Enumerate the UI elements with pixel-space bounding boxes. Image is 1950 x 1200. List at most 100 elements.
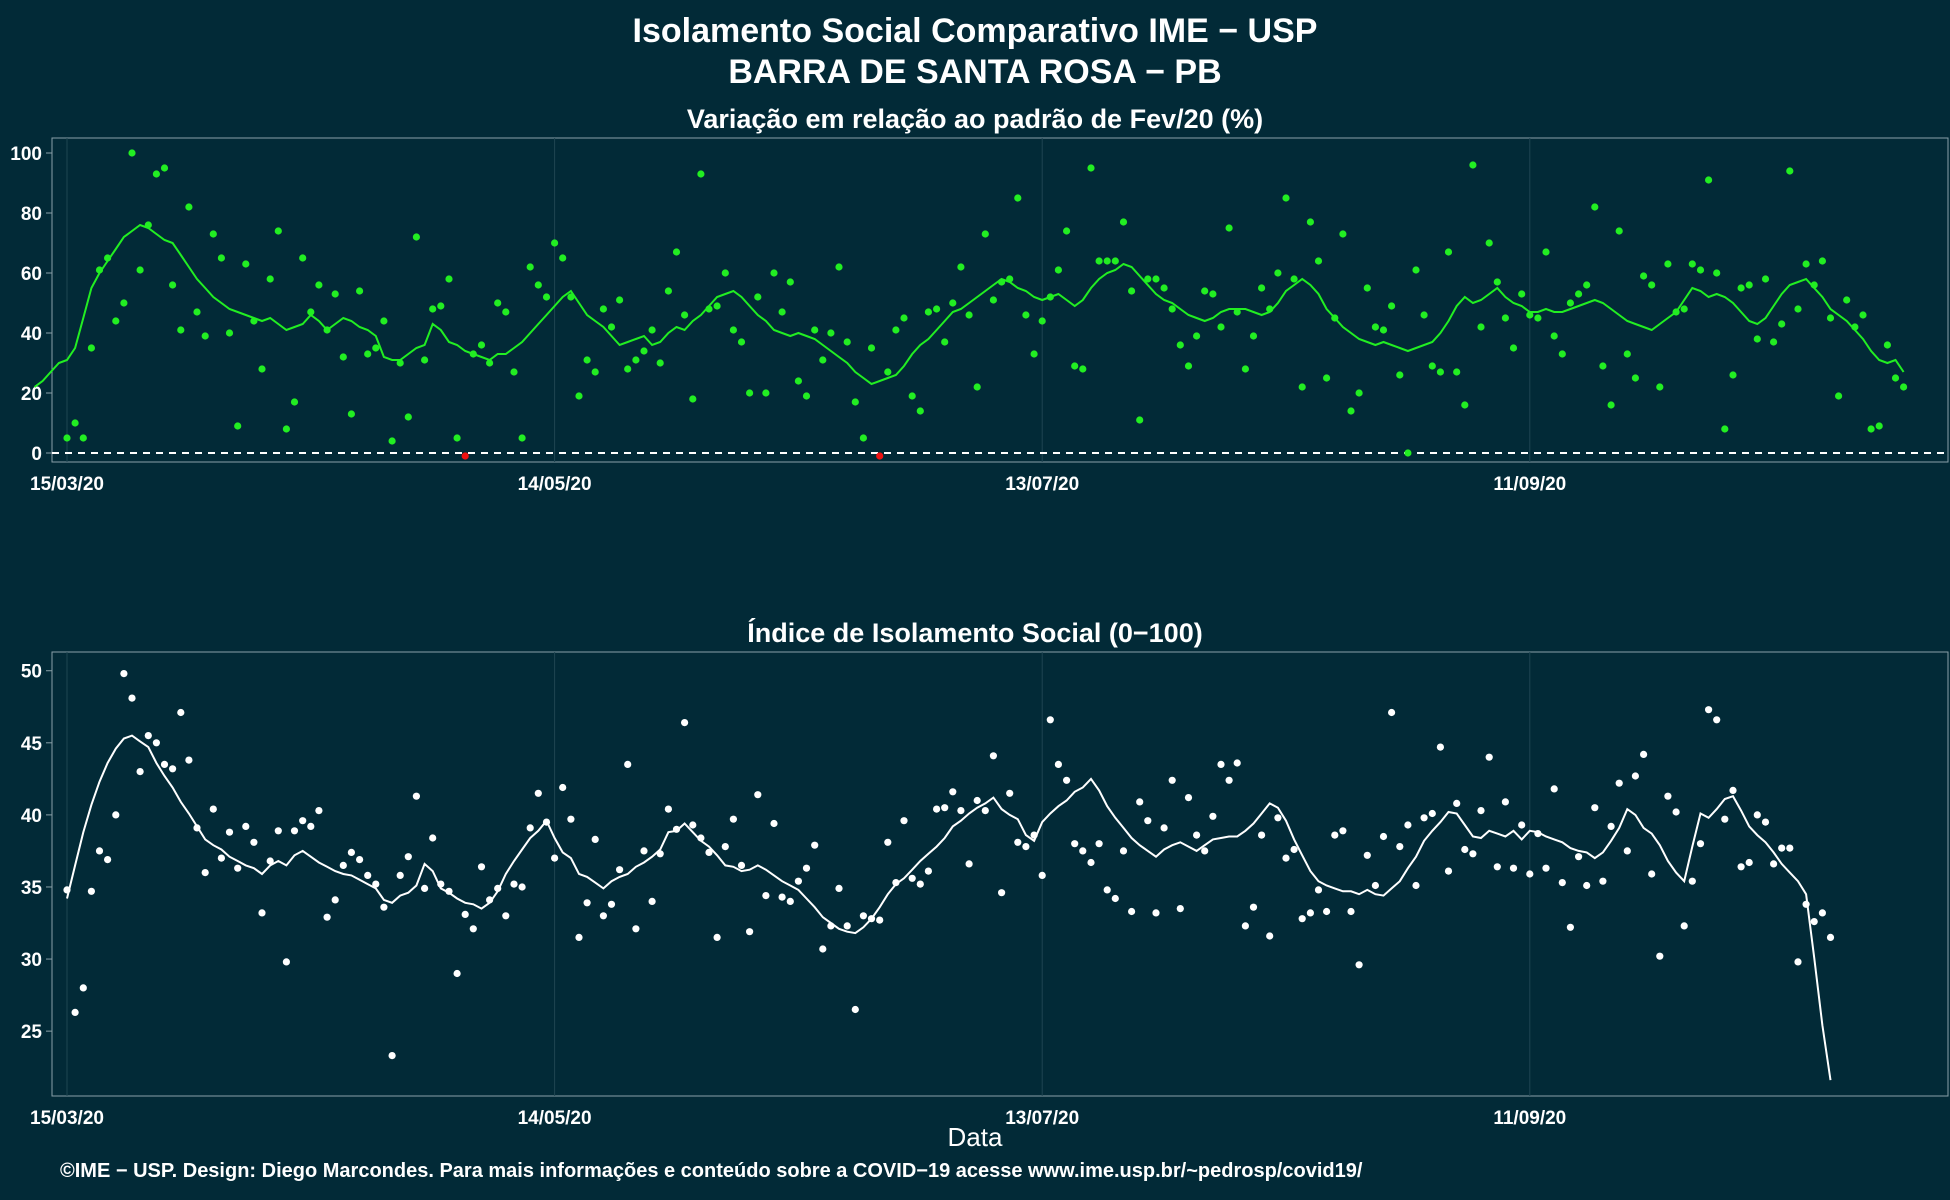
index-point <box>429 834 437 842</box>
index-point <box>1136 798 1144 806</box>
variation-point <box>1168 305 1176 313</box>
index-x-tick-label: 14/05/20 <box>518 1108 592 1129</box>
variation-point <box>989 296 998 304</box>
variation-point <box>843 338 851 346</box>
index-point <box>1501 798 1509 806</box>
index-x-tick-label: 11/09/20 <box>1493 1108 1566 1129</box>
variation-point <box>1851 323 1859 331</box>
variation-point <box>372 344 380 352</box>
variation-point <box>721 269 729 277</box>
variation-point <box>217 254 225 262</box>
variation-point <box>1144 275 1152 283</box>
variation-point <box>534 281 542 289</box>
variation-point <box>794 377 803 385</box>
variation-point <box>526 263 534 271</box>
index-point <box>794 877 803 885</box>
index-point <box>1201 847 1209 855</box>
index-point <box>1770 860 1778 868</box>
variation-point <box>973 383 981 391</box>
variation-point <box>1274 269 1282 277</box>
index-point <box>469 925 477 933</box>
index-point <box>258 909 266 917</box>
variation-point <box>607 323 616 331</box>
index-point <box>591 835 599 844</box>
variation-point <box>1770 338 1778 346</box>
variation-point <box>209 230 217 238</box>
index-point <box>1290 845 1298 854</box>
index-point <box>185 756 193 764</box>
variation-point <box>640 347 648 355</box>
index-point <box>437 880 445 888</box>
variation-point <box>1379 326 1388 334</box>
variation-point <box>290 398 299 406</box>
index-point <box>672 825 681 833</box>
variation-point <box>1420 311 1428 319</box>
variation-point <box>1014 194 1022 202</box>
variation-point <box>1428 362 1436 370</box>
index-point <box>681 719 689 727</box>
index-point <box>79 984 87 992</box>
variation-point <box>1794 305 1802 313</box>
variation-point <box>1501 314 1509 322</box>
variation-point <box>412 233 420 241</box>
variation-point <box>396 359 404 367</box>
index-point <box>445 887 453 895</box>
index-point <box>1152 909 1160 917</box>
variation-point <box>941 338 949 346</box>
index-point <box>315 807 323 815</box>
variation-point <box>1030 350 1038 358</box>
index-point <box>1363 851 1371 859</box>
index-point <box>1176 905 1184 913</box>
index-point <box>1656 952 1664 960</box>
index-point <box>1030 831 1038 839</box>
index-point <box>1347 907 1355 916</box>
panel-title-variation: Variação em relação ao padrão de Fev/20 … <box>686 104 1264 134</box>
index-point <box>1046 716 1054 724</box>
index-point <box>1453 799 1461 808</box>
index-point <box>1217 760 1225 769</box>
index-point <box>1014 838 1022 846</box>
variation-point <box>1591 203 1599 211</box>
index-point <box>1396 843 1404 851</box>
index-point <box>1063 776 1071 784</box>
variation-point <box>924 308 933 316</box>
variation-point <box>1152 275 1160 283</box>
variation-point <box>1745 281 1753 289</box>
variation-point <box>1705 176 1713 184</box>
variation-point <box>1778 320 1786 328</box>
variation-point <box>1818 257 1826 265</box>
variation-point <box>1875 422 1883 430</box>
variation-point <box>1761 275 1770 283</box>
index-point <box>1575 853 1583 861</box>
variation-point <box>1469 161 1477 169</box>
index-point <box>1119 847 1128 855</box>
index-point <box>1599 877 1607 885</box>
variation-point <box>1258 284 1266 292</box>
variation-point <box>1900 383 1908 391</box>
index-point <box>689 821 697 829</box>
index-point <box>356 856 364 864</box>
variation-point <box>1184 362 1193 370</box>
index-point <box>811 841 819 849</box>
index-point <box>250 838 258 846</box>
variation-point <box>1859 311 1867 319</box>
index-point <box>1168 776 1176 784</box>
index-point <box>1802 900 1810 908</box>
index-point <box>404 853 412 861</box>
variation-point <box>892 326 900 334</box>
variation-point <box>364 350 372 358</box>
index-point <box>1128 907 1136 916</box>
variation-point <box>1209 290 1217 298</box>
index-point <box>1493 863 1501 871</box>
variation-point <box>63 434 71 442</box>
index-point <box>908 874 916 882</box>
index-point <box>1485 753 1493 761</box>
variation-point <box>225 329 234 337</box>
index-point <box>144 732 152 740</box>
index-point <box>177 708 185 717</box>
variation-point <box>518 434 526 442</box>
index-point <box>1534 830 1542 838</box>
variation-point <box>559 254 567 262</box>
index-point <box>754 791 762 799</box>
